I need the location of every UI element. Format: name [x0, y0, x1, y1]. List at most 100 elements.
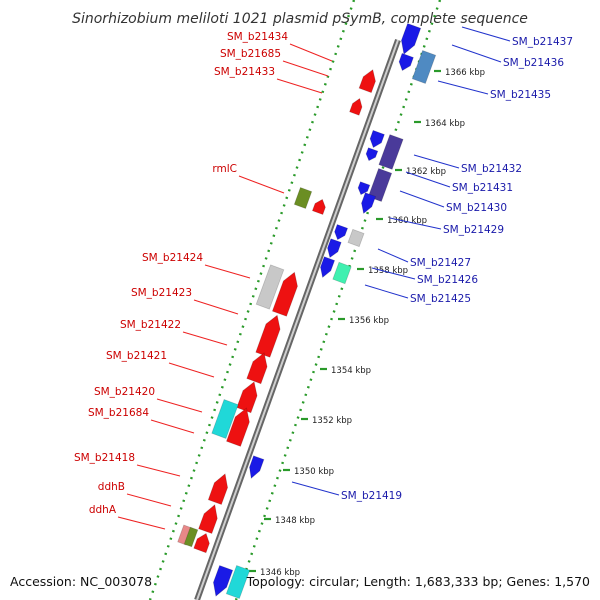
gene-label-rmlC: rmlC: [212, 163, 237, 175]
gene-shape-SM_b21432-a: [369, 129, 385, 149]
gene-shape-SM_b21432-b: [365, 147, 379, 162]
gene-shape-SM_b21436: [411, 49, 437, 85]
gene-shape-bottom-a: [212, 564, 234, 597]
genome-backbone-highlight: [196, 39, 399, 600]
kbp-tick-label: 1364 kbp: [425, 119, 465, 129]
left-dotted-guide: [148, 0, 356, 600]
right-dotted-guide: [234, 0, 442, 600]
leader-line-left: [204, 264, 251, 279]
kbp-tick-label: 1354 kbp: [331, 366, 371, 376]
gene-shape-ddhA-c: [193, 532, 210, 554]
gene-labels: SM_b21434 SM_b21685 SM_b21433 rmlC SM_b21424…: [74, 26, 573, 530]
gene-shape-SM_b21425: [332, 261, 352, 285]
leader-line-left: [238, 175, 285, 194]
kbp-ticks: 1366 kbp 1364 kbp 1362 kbp 1360 kbp 1358 kbp…: [249, 68, 485, 578]
gene-label-SM_b21426: SM_b21426: [417, 274, 478, 286]
gene-shape-SM_b21424: [255, 264, 285, 310]
leader-line-left: [117, 516, 166, 530]
leader-line-right: [291, 481, 340, 496]
leader-line-left: [156, 398, 203, 413]
gene-label-SM_b21432: SM_b21432: [461, 163, 522, 175]
gene-shape-bottom-b: [225, 564, 251, 600]
gene-label-SM_b21431: SM_b21431: [452, 182, 513, 194]
gene-shape-SM_b21427-gray: [347, 228, 365, 248]
gene-shape-SM_b21418-a: [207, 473, 229, 506]
gene-shape-rmlC-b: [311, 198, 326, 216]
gene-shape-rmlC-a: [293, 186, 313, 210]
gene-label-SM_b21418: SM_b21418: [74, 452, 135, 464]
leader-line-left: [193, 299, 239, 315]
gene-shape-SM_b21421: [246, 352, 268, 385]
accession-text: Accession: NC_003078: [10, 574, 152, 589]
leader-line-left: [150, 419, 195, 434]
leader-line-right: [437, 80, 489, 95]
leader-line-right: [413, 154, 460, 169]
gene-label-SM_b21434: SM_b21434: [227, 31, 288, 43]
gene-shape-ddhA-b: [183, 526, 199, 548]
kbp-tick-label: 1362 kbp: [406, 167, 446, 177]
gene-shape-SM_b21423: [271, 271, 298, 317]
gene-shape-ddhA-a: [177, 524, 193, 546]
kbp-tick-label: 1346 kbp: [260, 568, 300, 578]
leader-line-right: [399, 190, 445, 208]
leader-line-right: [371, 267, 416, 280]
leader-line-right: [377, 248, 409, 263]
gene-shape-SM_b21419-partner: [225, 407, 250, 447]
leader-line-left: [282, 60, 329, 77]
gene-shape-SM_b21427: [327, 238, 342, 259]
gene-label-SM_b21419: SM_b21419: [341, 490, 402, 502]
gene-label-ddhA: ddhA: [89, 504, 117, 516]
gene-label-SM_b21685: SM_b21685: [220, 48, 281, 60]
kbp-tick-label: 1348 kbp: [275, 516, 315, 526]
gene-shape-SM_b21422: [255, 314, 281, 358]
leader-line-right: [389, 217, 442, 230]
leader-line-left: [289, 43, 333, 62]
leader-line-left: [126, 493, 172, 507]
leader-line-left: [182, 331, 228, 346]
gene-shape-SM_b21426: [320, 256, 336, 279]
gene-shape-SM_b21420: [236, 381, 258, 414]
leader-line-right: [461, 26, 511, 42]
kbp-tick-label: 1350 kbp: [294, 467, 334, 477]
gene-shape-SM_b21419: [249, 455, 265, 480]
gene-label-ddhB: ddhB: [98, 481, 125, 493]
gene-features: [177, 22, 437, 600]
gene-label-SM_b21437: SM_b21437: [512, 36, 573, 48]
leader-line-right: [405, 171, 451, 188]
gene-label-SM_b21429: SM_b21429: [443, 224, 504, 236]
leader-line-right: [364, 284, 409, 299]
gene-label-SM_b21422: SM_b21422: [120, 319, 181, 331]
page-title: Sinorhizobium meliloti 1021 plasmid pSym…: [72, 11, 528, 27]
gene-label-SM_b21421: SM_b21421: [106, 350, 167, 362]
gene-label-SM_b21684: SM_b21684: [88, 407, 149, 419]
kbp-tick-label: 1358 kbp: [368, 266, 408, 276]
leader-line-right: [451, 44, 502, 63]
gene-shape-SM_b21684: [211, 398, 239, 440]
gene-label-SM_b21430: SM_b21430: [446, 202, 507, 214]
gene-label-SM_b21436: SM_b21436: [503, 57, 564, 69]
kbp-tick-label: 1352 kbp: [312, 416, 352, 426]
leader-line-left: [276, 78, 323, 94]
kbp-tick-label: 1360 kbp: [387, 216, 427, 226]
gene-shape-SM_b21431: [367, 167, 393, 203]
gene-shape-SM_b21433: [349, 97, 363, 116]
gene-label-SM_b21435: SM_b21435: [490, 89, 551, 101]
gene-shape-SM_b21437: [400, 22, 422, 55]
gene-shape-SM_b21430-a: [357, 181, 371, 196]
gene-shape-ddhB: [198, 504, 218, 535]
gene-label-SM_b21433: SM_b21433: [214, 66, 275, 78]
gene-shape-SM_b21436-b: [398, 52, 414, 72]
gene-label-SM_b21425: SM_b21425: [410, 293, 471, 305]
gene-label-SM_b21423: SM_b21423: [131, 287, 192, 299]
gene-shape-SM_b21432: [378, 134, 404, 170]
gene-label-SM_b21420: SM_b21420: [94, 386, 155, 398]
kbp-tick-label: 1366 kbp: [445, 68, 485, 78]
gene-shape-SM_b21430: [361, 192, 377, 215]
gene-label-SM_b21424: SM_b21424: [142, 252, 203, 264]
kbp-tick-label: 1356 kbp: [349, 316, 389, 326]
gene-shape-SM_b21434: [358, 69, 376, 94]
leader-line-left: [168, 362, 215, 378]
gene-label-SM_b21427: SM_b21427: [410, 257, 471, 269]
